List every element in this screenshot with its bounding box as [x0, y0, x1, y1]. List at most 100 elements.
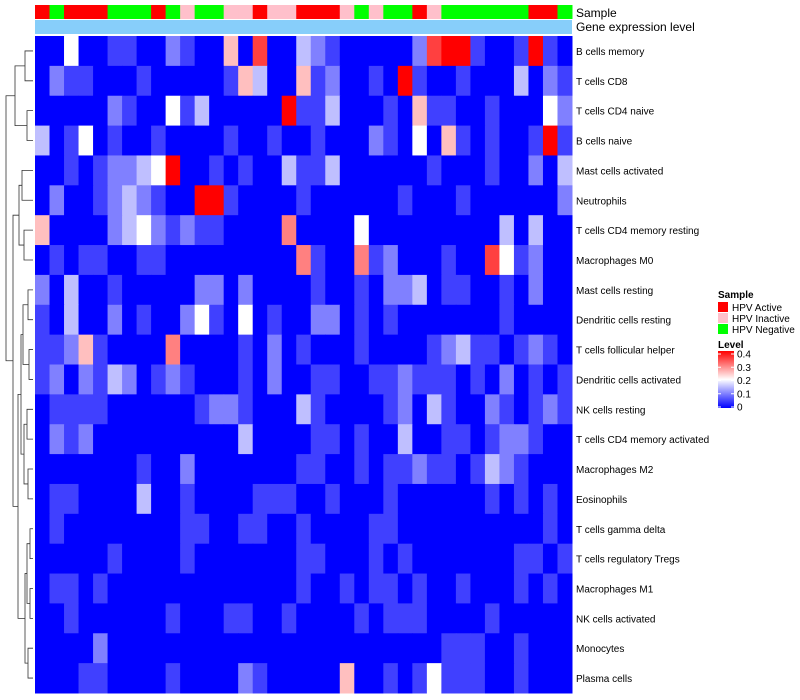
- heatmap-cell: [354, 304, 370, 336]
- heatmap-cell: [426, 125, 442, 156]
- heatmap-cell: [78, 36, 94, 67]
- expression-level-band: [35, 20, 572, 34]
- heatmap-cell: [354, 185, 370, 216]
- heatmap-cell: [455, 185, 471, 216]
- heatmap-cell: [267, 364, 283, 395]
- row-label: T cells gamma delta: [576, 525, 666, 536]
- heatmap-cell: [35, 125, 51, 156]
- heatmap-cell: [238, 245, 254, 276]
- heatmap-cell: [223, 304, 239, 336]
- sample-annotation-cell: [310, 5, 326, 19]
- heatmap-cell: [542, 513, 558, 545]
- heatmap-cell: [557, 125, 573, 156]
- heatmap-cell: [557, 633, 573, 664]
- heatmap-cell: [151, 155, 167, 186]
- sample-annotation-cell: [151, 5, 167, 19]
- heatmap-cell: [93, 215, 109, 246]
- heatmap-cell: [412, 304, 428, 336]
- sample-annotation-cell: [165, 5, 181, 19]
- heatmap-cell: [223, 65, 239, 97]
- heatmap-cell: [296, 155, 312, 186]
- heatmap-cell: [455, 424, 471, 455]
- heatmap-cell: [194, 483, 210, 515]
- heatmap-cell: [194, 155, 210, 186]
- heatmap-cell: [281, 483, 297, 515]
- heatmap-cell: [339, 483, 355, 515]
- heatmap-cell: [310, 95, 326, 127]
- heatmap-cell: [209, 215, 225, 246]
- heatmap-cell: [64, 454, 80, 485]
- heatmap-cell: [455, 155, 471, 186]
- heatmap-cell: [441, 334, 457, 365]
- heatmap-cell: [35, 483, 51, 515]
- heatmap-cell: [180, 394, 196, 425]
- heatmap-cell: [354, 245, 370, 276]
- heatmap-cell: [78, 543, 94, 575]
- heatmap-cell: [122, 603, 138, 634]
- heatmap-cell: [165, 155, 181, 186]
- heatmap-cell: [542, 663, 558, 694]
- heatmap-cell: [93, 573, 109, 604]
- heatmap-cell: [455, 573, 471, 604]
- heatmap-cell: [107, 513, 123, 545]
- heatmap-cell: [151, 513, 167, 545]
- heatmap-cell: [122, 543, 138, 575]
- sample-annotation-cell: [107, 5, 123, 19]
- heatmap-cell: [78, 95, 94, 127]
- heatmap-cell: [35, 65, 51, 97]
- heatmap-cell: [93, 394, 109, 425]
- heatmap-cell: [252, 424, 268, 455]
- heatmap-cell: [325, 215, 341, 246]
- heatmap-cell: [107, 483, 123, 515]
- heatmap-cell: [470, 155, 486, 186]
- sample-annotation-cell: [426, 5, 442, 19]
- heatmap-cell: [455, 603, 471, 634]
- heatmap-cell: [136, 603, 152, 634]
- heatmap-cell: [557, 573, 573, 604]
- heatmap-cell: [281, 573, 297, 604]
- heatmap-cell: [368, 513, 384, 545]
- level-tick-label: 0.3: [737, 363, 751, 374]
- heatmap-cell: [122, 483, 138, 515]
- heatmap-cell: [49, 245, 65, 276]
- heatmap-cell: [557, 245, 573, 276]
- sample-annotation-cell: [354, 5, 370, 19]
- heatmap-cell: [93, 543, 109, 575]
- heatmap-cell: [441, 454, 457, 485]
- sample-annotation-cell: [470, 5, 486, 19]
- heatmap-cell: [64, 36, 80, 67]
- heatmap-cell: [354, 36, 370, 67]
- heatmap-cell: [296, 185, 312, 216]
- heatmap-cell: [397, 65, 413, 97]
- heatmap-cell: [165, 573, 181, 604]
- heatmap-cell: [426, 245, 442, 276]
- heatmap-cell: [107, 573, 123, 604]
- heatmap-cell: [165, 424, 181, 455]
- sample-annotation-cell: [64, 5, 80, 19]
- heatmap-cell: [397, 663, 413, 694]
- heatmap-cell: [194, 513, 210, 545]
- heatmap-cell: [470, 245, 486, 276]
- heatmap-cell: [383, 185, 399, 216]
- heatmap-cell: [383, 513, 399, 545]
- heatmap-cell: [238, 424, 254, 455]
- heatmap-cell: [542, 215, 558, 246]
- heatmap-cell: [557, 454, 573, 485]
- heatmap-cell: [165, 394, 181, 425]
- heatmap-cell: [310, 424, 326, 455]
- heatmap-cell: [542, 483, 558, 515]
- sample-annotation-cell: [281, 5, 297, 19]
- heatmap-cell: [354, 364, 370, 395]
- heatmap-cell: [267, 155, 283, 186]
- heatmap-cell: [78, 155, 94, 186]
- heatmap-cell: [267, 215, 283, 246]
- heatmap-cell: [107, 603, 123, 634]
- heatmap-cell: [223, 274, 239, 306]
- heatmap-cell: [122, 185, 138, 216]
- heatmap-cell: [93, 603, 109, 634]
- heatmap-cell: [281, 185, 297, 216]
- dendrogram-branch: [27, 289, 33, 321]
- heatmap-cell: [252, 573, 268, 604]
- heatmap-cell: [194, 215, 210, 246]
